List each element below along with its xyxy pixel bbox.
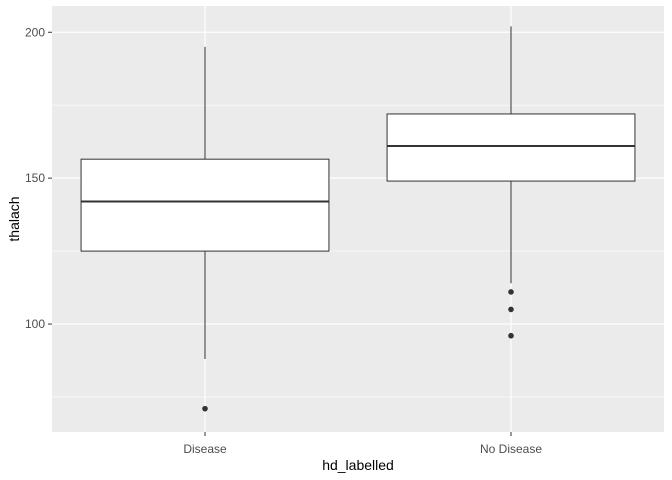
outlier-point (508, 289, 514, 295)
x-tick-label: No Disease (480, 442, 542, 456)
y-tick-label: 100 (25, 317, 45, 331)
y-tick-label: 200 (25, 25, 45, 39)
x-axis-ticks: Disease No Disease (183, 432, 542, 456)
x-tick-label: Disease (183, 442, 227, 456)
y-axis-ticks: 100 150 200 (25, 25, 52, 331)
box-iqr (80, 158, 330, 252)
boxes (80, 26, 636, 412)
outlier-point (508, 332, 514, 339)
box-no-disease (386, 26, 636, 339)
x-axis-title: hd_labelled (322, 457, 394, 473)
y-tick-label: 150 (25, 171, 45, 185)
y-axis-title: thalach (6, 196, 22, 241)
outlier-point (508, 306, 514, 313)
box-iqr (386, 113, 636, 182)
outlier-point (202, 405, 208, 412)
box-disease (80, 46, 330, 412)
